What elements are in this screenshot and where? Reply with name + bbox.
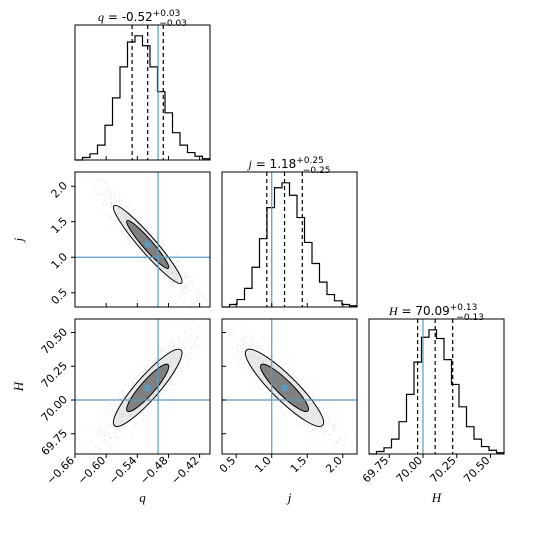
ylabel-H: H — [11, 381, 26, 392]
xlabel-q: q — [139, 490, 146, 505]
xlabel-H: H — [431, 490, 442, 505]
corner-plot: q = -0.52+0.03−0.030.51.01.52.0jj = 1.18… — [0, 0, 547, 547]
